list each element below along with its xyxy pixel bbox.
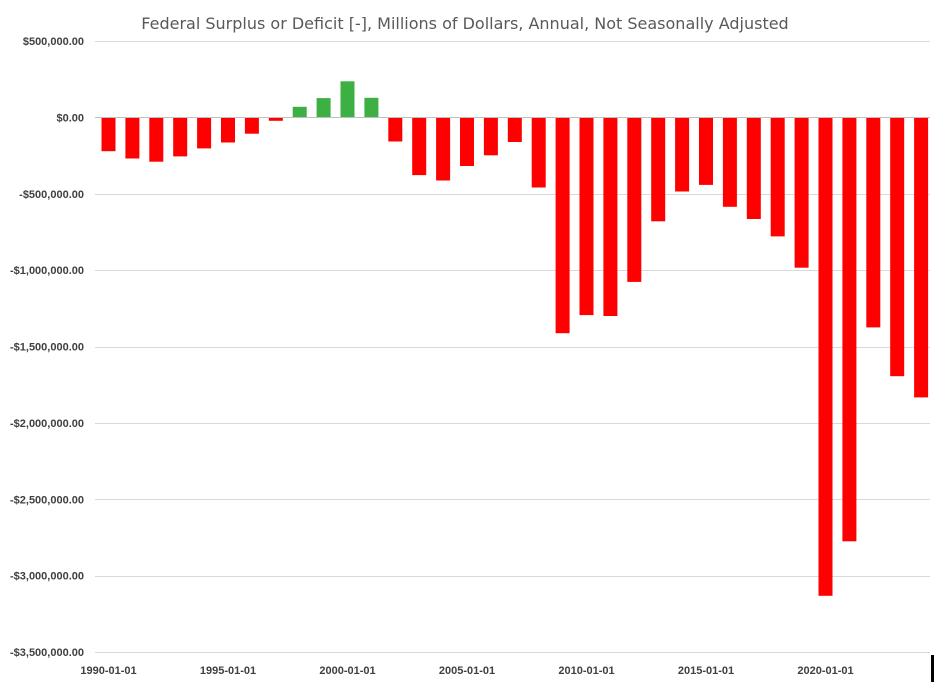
y-tick-label: -$1,500,000.00 (10, 342, 84, 354)
y-tick-label: -$2,000,000.00 (10, 418, 84, 430)
bar-2003 (412, 117, 427, 176)
y-tick-label: -$2,500,000.00 (10, 494, 84, 506)
bar-1997 (268, 117, 283, 121)
y-tick-label: -$3,500,000.00 (10, 647, 84, 659)
bar-2013 (651, 117, 666, 222)
bar-2001 (364, 97, 379, 118)
bar-1994 (197, 117, 212, 149)
bar-2020 (818, 117, 833, 596)
bar-1992 (149, 117, 164, 162)
x-tick-label: 2005-01-01 (439, 665, 495, 677)
bar-2012 (627, 117, 642, 282)
x-tick-label: 2000-01-01 (319, 665, 375, 677)
bar-2011 (603, 117, 618, 317)
bar-2002 (388, 117, 403, 142)
y-tick-label: $500,000.00 (23, 36, 84, 48)
bar-2010 (579, 117, 594, 316)
bar-2008 (531, 117, 546, 188)
bar-2006 (483, 117, 498, 156)
bar-1998 (292, 106, 307, 118)
bar-2024 (914, 117, 929, 398)
chart-title: Federal Surplus or Deficit [-], Millions… (141, 14, 789, 33)
bar-2014 (675, 117, 690, 192)
bar-2009 (555, 117, 570, 334)
x-tick-label: 2015-01-01 (678, 665, 734, 677)
edge-marker (931, 655, 934, 682)
y-tick-label: -$500,000.00 (19, 189, 84, 201)
y-tick-label: $0.00 (56, 112, 84, 124)
bar-2005 (460, 117, 474, 166)
x-tick-label: 2020-01-01 (797, 665, 853, 677)
bar-1999 (316, 98, 331, 118)
bar-2021 (842, 117, 857, 542)
x-tick-label: 1995-01-01 (200, 665, 256, 677)
bar-1995 (221, 117, 235, 143)
bar-2023 (890, 117, 905, 377)
bar-1996 (244, 117, 259, 134)
bar-2007 (507, 117, 522, 142)
x-tick-label: 2010-01-01 (558, 665, 614, 677)
bar-2018 (770, 117, 785, 237)
y-tick-label: -$1,000,000.00 (10, 265, 84, 277)
x-tick-label: 1990-01-01 (80, 665, 136, 677)
bar-1993 (173, 117, 188, 157)
bar-2022 (866, 117, 881, 328)
bar-1991 (125, 117, 140, 159)
bar-2019 (794, 117, 809, 268)
bar-2015 (699, 117, 713, 185)
bar-2016 (722, 117, 737, 207)
bar-2000 (340, 81, 355, 118)
y-tick-label: -$3,000,000.00 (10, 571, 84, 583)
bar-1990 (101, 117, 116, 152)
bar-2017 (746, 117, 761, 219)
bar-2004 (436, 117, 451, 181)
